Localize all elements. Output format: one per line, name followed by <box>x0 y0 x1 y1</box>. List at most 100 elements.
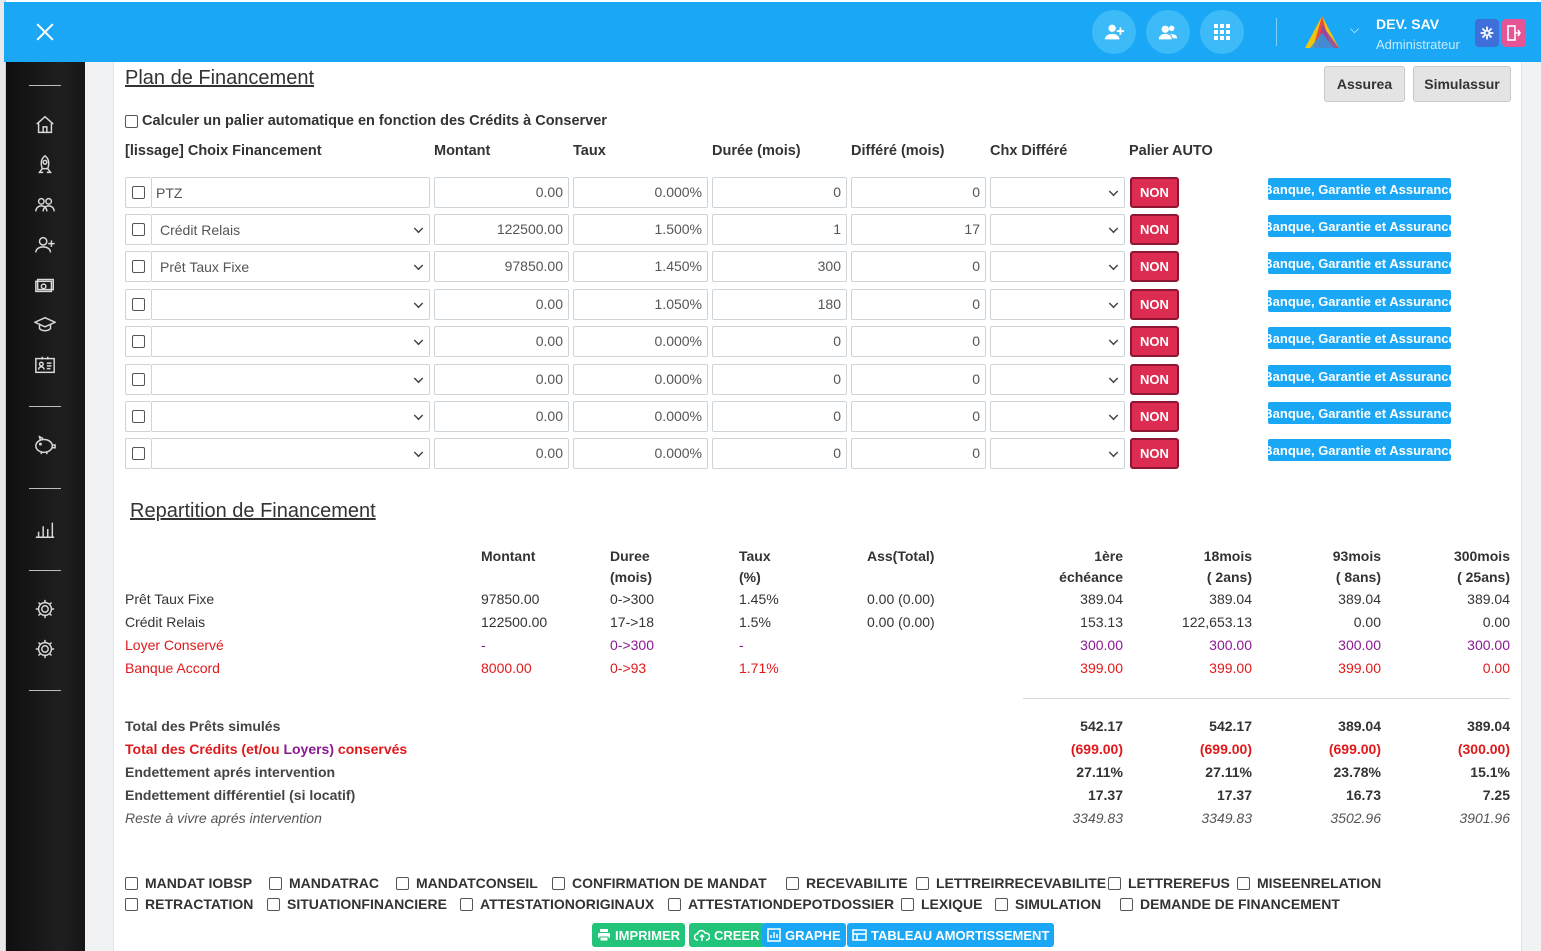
row-checkbox-cell[interactable] <box>125 289 151 320</box>
add-user-button[interactable] <box>1092 10 1136 54</box>
differe-input[interactable]: 0 <box>851 401 986 432</box>
document-option[interactable]: SITUATIONFINANCIERE <box>267 896 447 912</box>
rocket-icon[interactable] <box>30 150 60 180</box>
palier-auto-toggle[interactable]: NON <box>1130 401 1179 432</box>
chx-differe-select[interactable] <box>990 289 1125 320</box>
bar-chart-icon[interactable] <box>30 514 60 544</box>
document-option[interactable]: LEXIQUE <box>901 896 982 912</box>
document-checkbox[interactable] <box>125 897 138 911</box>
row-checkbox-cell[interactable] <box>125 326 151 357</box>
differe-input[interactable]: 0 <box>851 177 986 208</box>
row-checkbox-cell[interactable] <box>125 214 151 245</box>
company-logo[interactable] <box>1304 15 1340 49</box>
document-checkbox[interactable] <box>901 897 914 911</box>
montant-input[interactable]: 0.00 <box>434 289 569 320</box>
taux-input[interactable]: 1.450% <box>573 251 708 282</box>
row-checkbox-cell[interactable] <box>125 438 151 469</box>
document-checkbox[interactable] <box>460 897 473 911</box>
duree-input[interactable]: 0 <box>712 177 847 208</box>
taux-input[interactable]: 0.000% <box>573 401 708 432</box>
row-checkbox-cell[interactable] <box>125 401 151 432</box>
banque-garantie-assurance-button[interactable]: Banque, Garantie et Assurance <box>1263 439 1456 461</box>
row-checkbox[interactable] <box>132 260 145 273</box>
home-icon[interactable] <box>30 110 60 140</box>
chx-differe-select[interactable] <box>990 364 1125 395</box>
palier-auto-toggle[interactable]: NON <box>1130 289 1179 320</box>
duree-input[interactable]: 0 <box>712 364 847 395</box>
montant-input[interactable]: 97850.00 <box>434 251 569 282</box>
taux-input[interactable]: 0.000% <box>573 177 708 208</box>
document-checkbox[interactable] <box>267 897 280 911</box>
document-option[interactable]: RECEVABILITE <box>786 875 908 891</box>
differe-input[interactable]: 0 <box>851 251 986 282</box>
differe-input[interactable]: 0 <box>851 438 986 469</box>
differe-input[interactable]: 0 <box>851 364 986 395</box>
montant-input[interactable]: 0.00 <box>434 326 569 357</box>
palier-auto-toggle[interactable]: NON <box>1130 364 1179 395</box>
chx-differe-select[interactable] <box>990 401 1125 432</box>
choix-financement-select[interactable] <box>151 438 430 469</box>
group-icon[interactable] <box>30 190 60 220</box>
auto-palier-option[interactable]: Calculer un palier automatique en foncti… <box>125 113 607 129</box>
document-option[interactable]: DEMANDE DE FINANCEMENT <box>1120 896 1340 912</box>
taux-input[interactable]: 0.000% <box>573 364 708 395</box>
montant-input[interactable]: 0.00 <box>434 177 569 208</box>
document-option[interactable]: CONFIRMATION DE MANDAT <box>552 875 767 891</box>
chx-differe-select[interactable] <box>990 326 1125 357</box>
montant-input[interactable]: 0.00 <box>434 401 569 432</box>
choix-financement-select[interactable] <box>151 364 430 395</box>
document-option[interactable]: LETTREIRRECEVABILITE <box>916 875 1106 891</box>
document-checkbox[interactable] <box>269 876 282 890</box>
chx-differe-select[interactable] <box>990 177 1125 208</box>
row-checkbox[interactable] <box>132 447 145 460</box>
users-button[interactable] <box>1146 10 1190 54</box>
document-option[interactable]: MANDATCONSEIL <box>396 875 538 891</box>
row-checkbox[interactable] <box>132 223 145 236</box>
document-option[interactable]: ATTESTATIONDEPOTDOSSIER <box>668 896 894 912</box>
document-checkbox[interactable] <box>552 876 565 890</box>
palier-auto-toggle[interactable]: NON <box>1130 214 1179 245</box>
document-checkbox[interactable] <box>1120 897 1133 911</box>
simulassur-button[interactable]: Simulassur <box>1413 66 1511 102</box>
chevron-down-icon[interactable]: ⌵ <box>1350 22 1360 36</box>
logout-button[interactable] <box>1502 19 1526 47</box>
document-option[interactable]: MANDAT IOBSP <box>125 875 252 891</box>
taux-input[interactable]: 1.050% <box>573 289 708 320</box>
close-icon[interactable] <box>32 19 58 45</box>
add-user-icon[interactable] <box>30 230 60 260</box>
choix-financement-select[interactable] <box>151 326 430 357</box>
user-name[interactable]: DEV. SAV <box>1376 16 1440 32</box>
row-checkbox-cell[interactable] <box>125 364 151 395</box>
gear-icon[interactable] <box>30 634 60 664</box>
palier-auto-toggle[interactable]: NON <box>1130 251 1179 282</box>
montant-input[interactable]: 0.00 <box>434 364 569 395</box>
imprimer-button[interactable]: IMPRIMER <box>592 923 685 947</box>
document-option[interactable]: LETTREREFUS <box>1108 875 1230 891</box>
banque-garantie-assurance-button[interactable]: Banque, Garantie et Assurance <box>1263 178 1456 200</box>
chx-differe-select[interactable] <box>990 251 1125 282</box>
settings-button[interactable] <box>1475 19 1499 47</box>
money-icon[interactable] <box>30 270 60 300</box>
taux-input[interactable]: 0.000% <box>573 326 708 357</box>
duree-input[interactable]: 0 <box>712 438 847 469</box>
banque-garantie-assurance-button[interactable]: Banque, Garantie et Assurance <box>1263 290 1456 312</box>
row-checkbox[interactable] <box>132 186 145 199</box>
row-checkbox-cell[interactable] <box>125 177 151 208</box>
duree-input[interactable]: 0 <box>712 326 847 357</box>
graphe-button[interactable]: GRAPHE <box>762 923 846 947</box>
document-checkbox[interactable] <box>995 897 1008 911</box>
graduation-cap-icon[interactable] <box>30 310 60 340</box>
row-checkbox[interactable] <box>132 335 145 348</box>
palier-auto-toggle[interactable]: NON <box>1130 438 1179 469</box>
banque-garantie-assurance-button[interactable]: Banque, Garantie et Assurance <box>1263 365 1456 387</box>
palier-auto-toggle[interactable]: NON <box>1130 177 1179 208</box>
auto-palier-checkbox[interactable] <box>125 114 138 128</box>
id-card-icon[interactable] <box>30 350 60 380</box>
document-option[interactable]: RETRACTATION <box>125 896 253 912</box>
differe-input[interactable]: 0 <box>851 326 986 357</box>
chx-differe-select[interactable] <box>990 438 1125 469</box>
document-checkbox[interactable] <box>786 876 799 890</box>
document-option[interactable]: SIMULATION <box>995 896 1101 912</box>
banque-garantie-assurance-button[interactable]: Banque, Garantie et Assurance <box>1263 252 1456 274</box>
assurea-button[interactable]: Assurea <box>1324 66 1405 102</box>
